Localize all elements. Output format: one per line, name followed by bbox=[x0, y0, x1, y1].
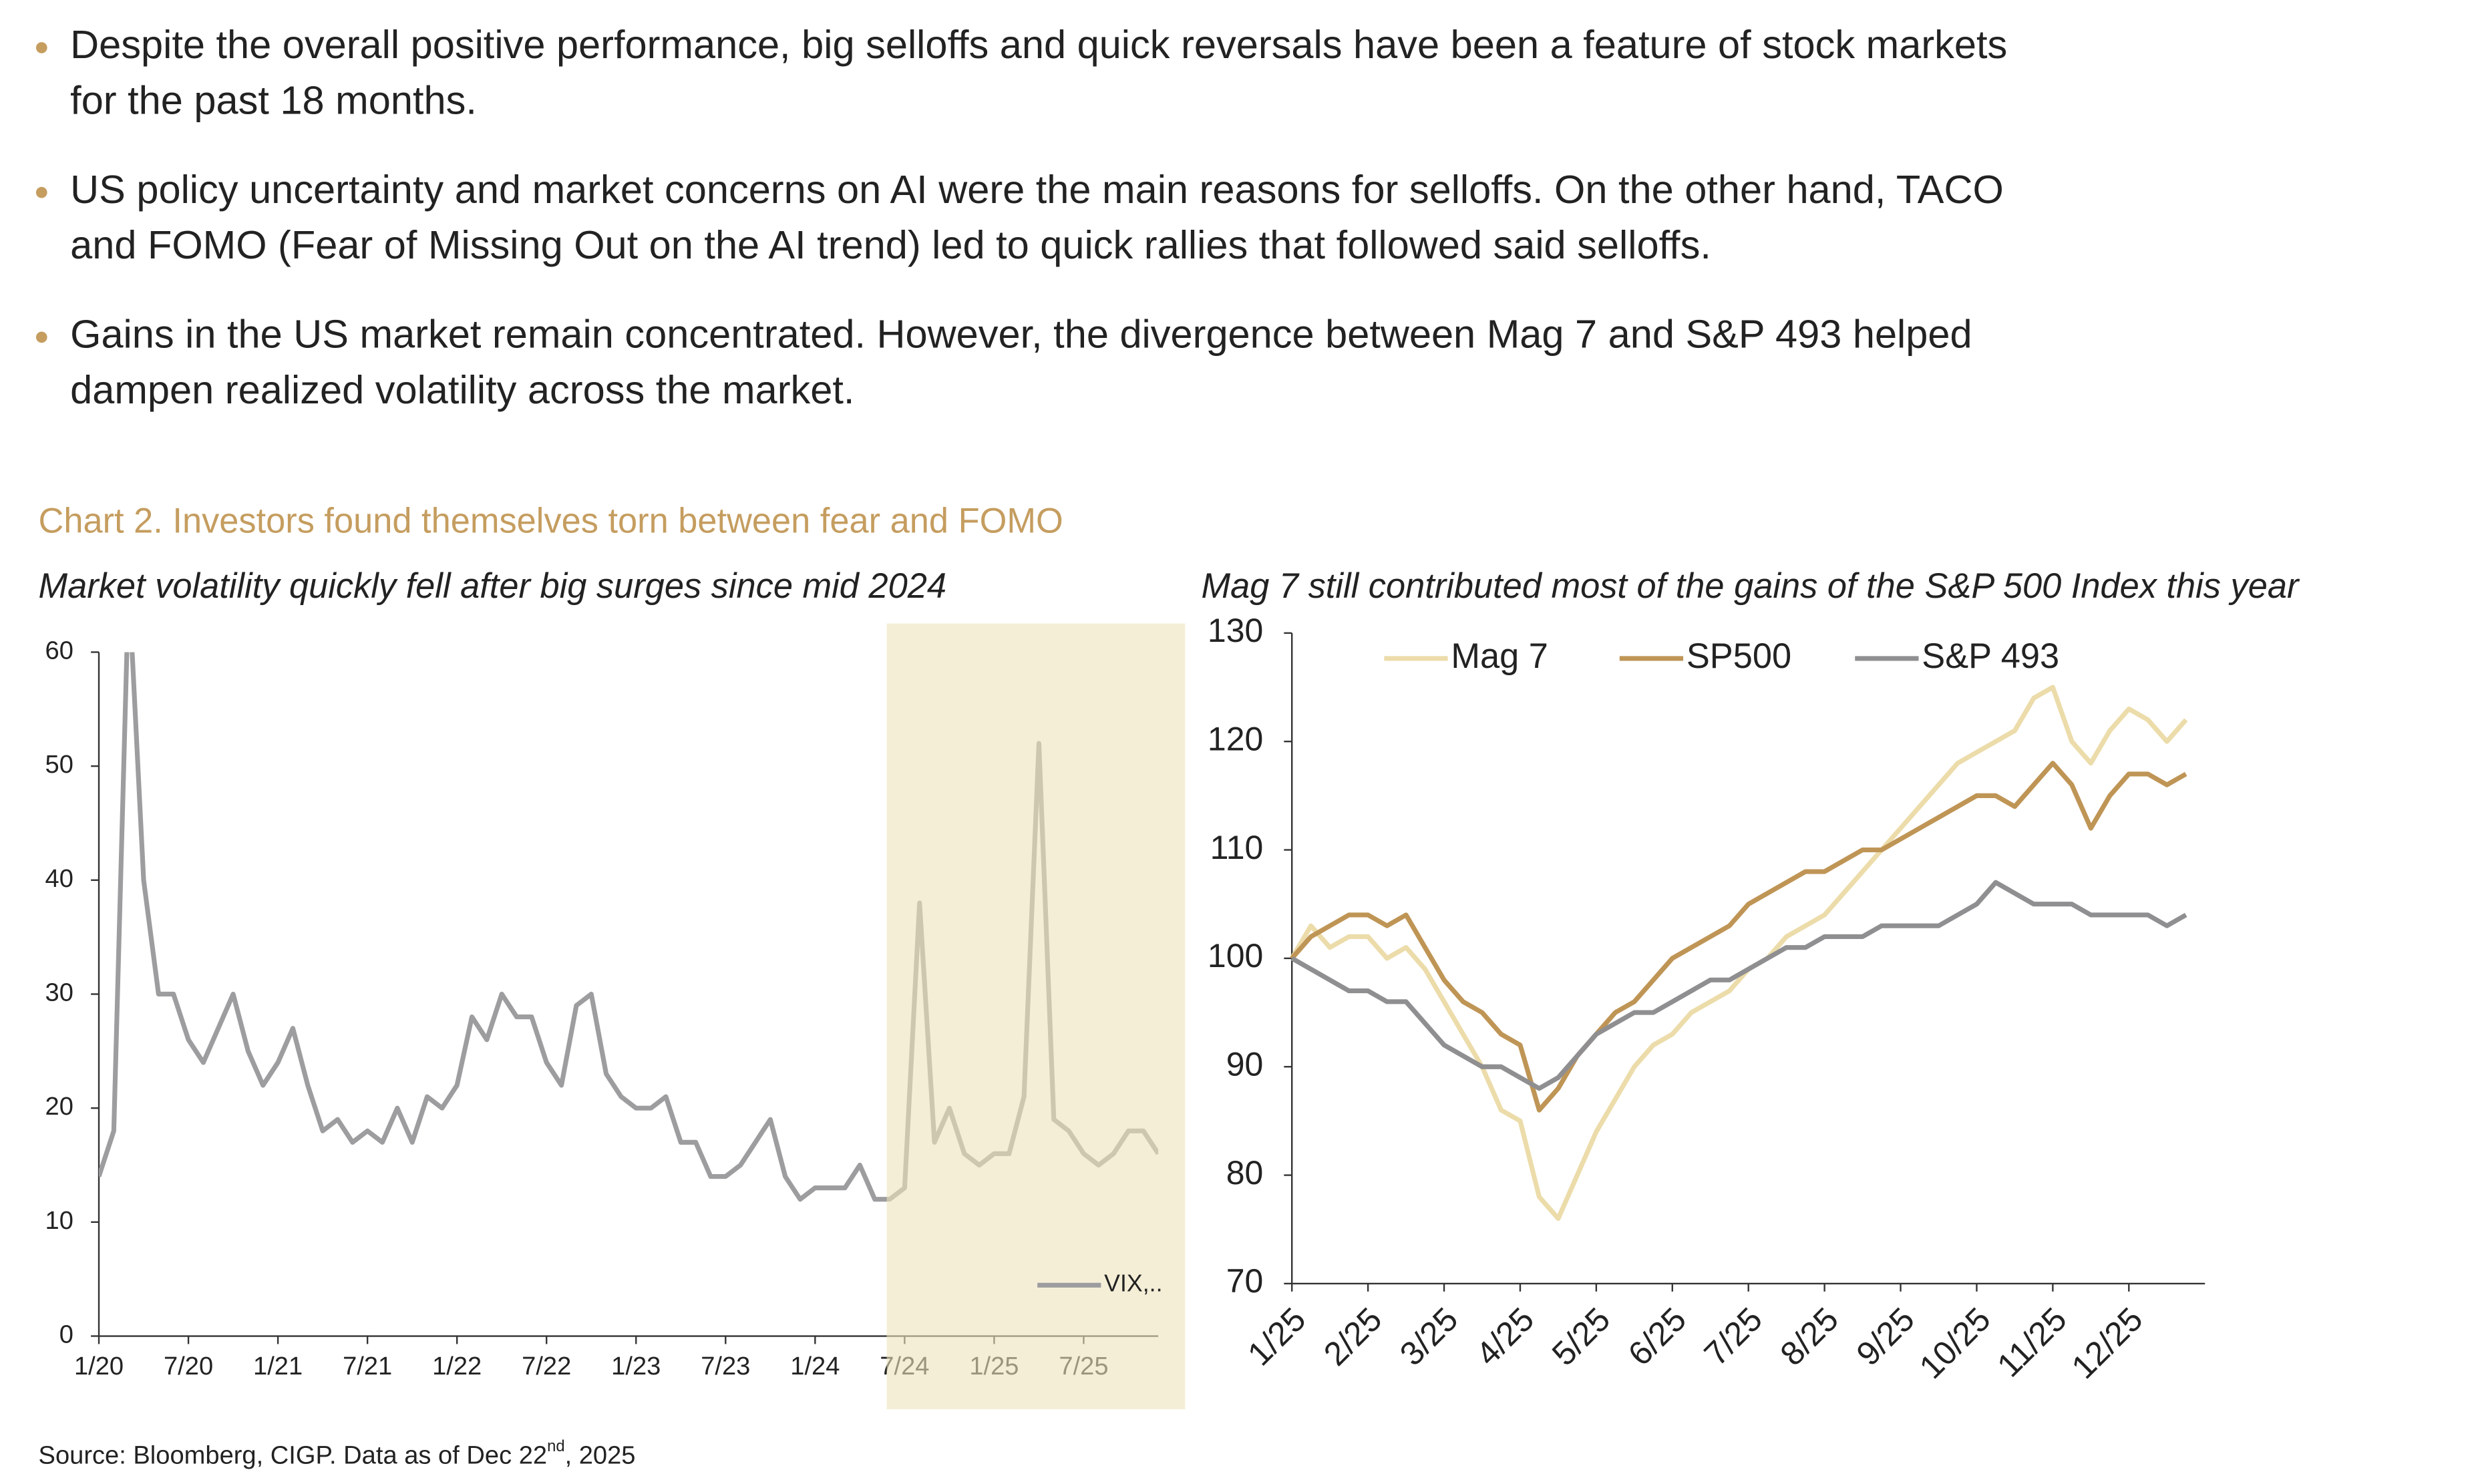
series-line bbox=[1290, 761, 2187, 1113]
x-tick-label: 8/25 bbox=[1773, 1300, 1845, 1372]
highlight-band bbox=[886, 623, 1186, 1410]
x-tick-label: 1/21 bbox=[253, 1352, 303, 1380]
bullet-line: and FOMO (Fear of Missing Out on the AI … bbox=[70, 222, 1711, 267]
chart-heading: Chart 2. Investors found themselves torn… bbox=[39, 502, 1063, 540]
source-tail: , 2025 bbox=[565, 1442, 636, 1470]
x-tick-label: 5/25 bbox=[1545, 1300, 1617, 1372]
chart-subtitle: Mag 7 still contributed most of the gain… bbox=[1201, 567, 2300, 606]
x-tick-label: 7/22 bbox=[522, 1352, 571, 1380]
x-tick-label: 10/25 bbox=[1912, 1300, 1998, 1386]
y-tick-label: 100 bbox=[1208, 937, 1263, 974]
x-tick-label: 7/20 bbox=[164, 1352, 213, 1380]
source: Source: Bloomberg, CIGP. Data as of Dec … bbox=[39, 1438, 636, 1470]
y-tick-label: 60 bbox=[45, 637, 73, 665]
legend-label: VIX,.. bbox=[1104, 1270, 1162, 1297]
chart-subtitle: Market volatility quickly fell after big… bbox=[39, 567, 946, 606]
legend-label: S&P 493 bbox=[1922, 637, 2059, 676]
x-tick-label: 6/25 bbox=[1621, 1300, 1693, 1372]
y-tick-label: 70 bbox=[1226, 1262, 1264, 1300]
bullet-line: dampen realized volatility across the ma… bbox=[70, 367, 854, 412]
series-line bbox=[1290, 685, 2188, 1222]
bullet-dot bbox=[35, 186, 47, 198]
bullet-dot bbox=[35, 331, 47, 343]
y-tick-label: 130 bbox=[1208, 612, 1263, 649]
legend-label: SP500 bbox=[1687, 637, 1791, 676]
bullet-line: US policy uncertainty and market concern… bbox=[70, 167, 2004, 212]
x-tick-label: 2/25 bbox=[1316, 1300, 1389, 1372]
y-tick-label: 80 bbox=[1226, 1154, 1264, 1191]
x-tick-label: 9/25 bbox=[1849, 1300, 1922, 1372]
series-line bbox=[1290, 880, 2187, 1091]
y-tick-label: 0 bbox=[59, 1321, 73, 1349]
x-tick-label: 1/25 bbox=[1240, 1300, 1312, 1372]
x-tick-label: 12/25 bbox=[2065, 1300, 2150, 1386]
y-tick-label: 90 bbox=[1226, 1045, 1264, 1083]
bullet-line: for the past 18 months. bbox=[70, 78, 477, 123]
x-tick-label: 1/22 bbox=[432, 1352, 482, 1380]
bullets: Despite the overall positive performance… bbox=[35, 22, 2007, 412]
legend-label: Mag 7 bbox=[1451, 637, 1548, 676]
x-tick-label: 4/25 bbox=[1469, 1300, 1541, 1372]
y-tick-label: 30 bbox=[45, 979, 73, 1007]
x-tick-label: 1/20 bbox=[74, 1352, 124, 1380]
source-text: Source: Bloomberg, CIGP. Data as of Dec … bbox=[39, 1442, 548, 1470]
y-tick-label: 120 bbox=[1208, 720, 1263, 757]
x-tick-label: 1/24 bbox=[790, 1352, 840, 1380]
x-tick-label: 7/21 bbox=[343, 1352, 392, 1380]
x-tick-label: 1/23 bbox=[611, 1352, 661, 1380]
source-superscript: nd bbox=[547, 1438, 564, 1456]
y-tick-label: 40 bbox=[45, 865, 73, 893]
x-tick-label: 7/23 bbox=[701, 1352, 750, 1380]
y-tick-label: 110 bbox=[1210, 829, 1264, 866]
bullet-line: Despite the overall positive performance… bbox=[70, 22, 2007, 67]
y-tick-label: 50 bbox=[45, 751, 73, 779]
x-tick-label: 7/25 bbox=[1697, 1300, 1769, 1372]
y-tick-label: 20 bbox=[45, 1093, 73, 1121]
bullet-dot bbox=[35, 42, 47, 53]
y-tick-label: 10 bbox=[45, 1207, 73, 1235]
x-tick-label: 3/25 bbox=[1393, 1300, 1465, 1372]
bullet-line: Gains in the US market remain concentrat… bbox=[70, 312, 1972, 357]
x-tick-label: 11/25 bbox=[1990, 1300, 2073, 1384]
